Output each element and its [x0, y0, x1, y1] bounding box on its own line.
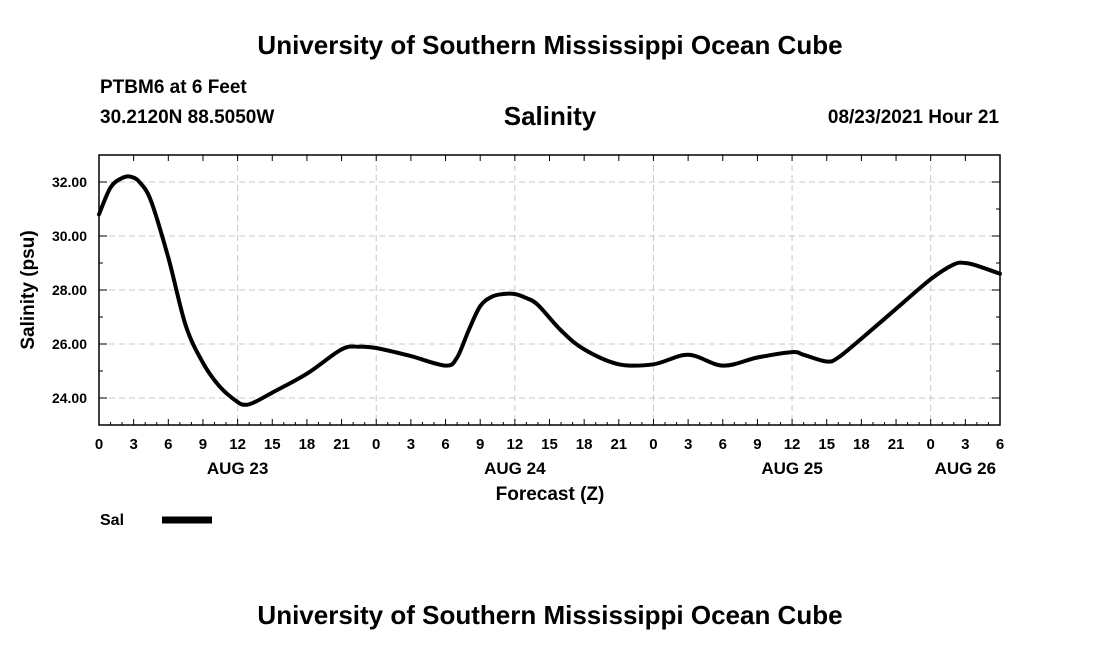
- y-tick-label: 28.00: [52, 282, 87, 298]
- x-tick-label: 9: [753, 436, 761, 453]
- date-label: AUG 25: [761, 459, 822, 478]
- series-line-sal: [97, 174, 1002, 407]
- y-tick-labels: 24.00 26.00 28.00 30.00 32.00: [52, 174, 87, 406]
- x-tick-label: 9: [199, 436, 207, 453]
- date-label: AUG 26: [935, 459, 996, 478]
- y-tick-label: 24.00: [52, 390, 87, 406]
- coordinates-label: 30.2120N 88.5050W: [100, 107, 275, 128]
- x-tick-label: 6: [164, 436, 172, 453]
- x-tick-label: 21: [888, 436, 905, 453]
- x-tick-label: 15: [264, 436, 281, 453]
- x-tick-label: 21: [333, 436, 350, 453]
- x-tick-label: 12: [229, 436, 246, 453]
- x-tick-labels: 0 3 6 9 12 15 18 21 0 3 6 9 12 15 18 21 0 3 6 9 12 15 18 21 0 3 6: [95, 436, 1004, 453]
- x-tick-label: 12: [507, 436, 524, 453]
- x-tick-label: 0: [649, 436, 657, 453]
- x-tick-label: 0: [372, 436, 380, 453]
- x-tick-label: 3: [129, 436, 137, 453]
- y-tick-label: 26.00: [52, 336, 87, 352]
- date-labels: AUG 23 AUG 24 AUG 25 AUG 26: [207, 459, 996, 478]
- x-tick-label: 18: [576, 436, 593, 453]
- bottom-title: University of Southern Mississippi Ocean…: [257, 600, 843, 630]
- top-title: University of Southern Mississippi Ocean…: [257, 30, 843, 60]
- x-tick-label: 0: [927, 436, 935, 453]
- x-tick-label: 6: [996, 436, 1004, 453]
- x-tick-label: 18: [853, 436, 870, 453]
- y-tick-label: 30.00: [52, 228, 87, 244]
- x-tick-label: 9: [476, 436, 484, 453]
- x-tick-label: 3: [684, 436, 692, 453]
- date-label: AUG 23: [207, 459, 268, 478]
- x-tick-label: 12: [784, 436, 801, 453]
- x-tick-label: 15: [541, 436, 558, 453]
- y-tick-label: 32.00: [52, 174, 87, 190]
- chart-title: Salinity: [503, 101, 597, 131]
- legend-label-sal: Sal: [100, 512, 124, 529]
- forecast-datetime: 08/23/2021 Hour 21: [827, 107, 999, 128]
- x-tick-label: 6: [719, 436, 727, 453]
- y-axis-label: Salinity (psu): [18, 230, 39, 349]
- x-tick-label: 21: [610, 436, 627, 453]
- x-tick-label: 3: [961, 436, 969, 453]
- x-tick-label: 15: [818, 436, 835, 453]
- axis-ticks: [98, 154, 1001, 426]
- x-axis-label: Forecast (Z): [496, 484, 605, 505]
- x-tick-label: 6: [441, 436, 449, 453]
- x-tick-label: 0: [95, 436, 103, 453]
- x-tick-label: 18: [299, 436, 316, 453]
- date-label: AUG 24: [484, 459, 546, 478]
- x-tick-label: 3: [407, 436, 415, 453]
- station-label: PTBM6 at 6 Feet: [100, 77, 247, 98]
- grid-lines: [99, 155, 1000, 425]
